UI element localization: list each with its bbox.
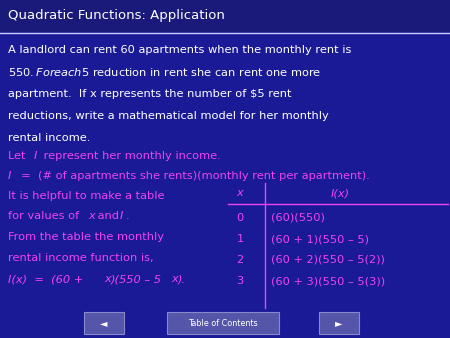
Text: It is helpful to make a table: It is helpful to make a table	[8, 191, 165, 201]
Text: I: I	[8, 171, 11, 181]
FancyBboxPatch shape	[84, 312, 124, 334]
Text: ◄: ◄	[100, 318, 108, 328]
Text: )(550 – 5: )(550 – 5	[111, 274, 162, 284]
Text: (60 + 2)(550 – 5(2)): (60 + 2)(550 – 5(2))	[271, 255, 385, 265]
Text: Quadratic Functions: Application: Quadratic Functions: Application	[8, 9, 225, 23]
Text: 2: 2	[236, 255, 243, 265]
FancyBboxPatch shape	[319, 312, 359, 334]
Text: (60)(550): (60)(550)	[271, 213, 325, 223]
FancyBboxPatch shape	[0, 0, 450, 32]
Text: x: x	[104, 274, 111, 284]
Text: for values of: for values of	[8, 211, 83, 221]
Text: rental income.: rental income.	[8, 133, 90, 143]
Text: From the table the monthly: From the table the monthly	[8, 232, 164, 242]
Text: .: .	[126, 211, 130, 221]
Text: I(x): I(x)	[330, 188, 350, 198]
FancyBboxPatch shape	[167, 312, 279, 334]
Text: ►: ►	[335, 318, 343, 328]
Text: Let: Let	[8, 151, 29, 161]
Text: =  (# of apartments she rents)(monthly rent per apartment).: = (# of apartments she rents)(monthly re…	[14, 171, 370, 181]
Text: I(x)  =  (60 +: I(x) = (60 +	[8, 274, 87, 284]
Text: I: I	[120, 211, 123, 221]
Text: x: x	[237, 188, 243, 198]
Text: 3: 3	[236, 276, 243, 286]
Text: apartment.  If x represents the number of $5 rent: apartment. If x represents the number of…	[8, 89, 292, 99]
Text: 0: 0	[236, 213, 243, 223]
Text: rental income function is,: rental income function is,	[8, 253, 153, 263]
Text: Table of Contents: Table of Contents	[188, 318, 258, 328]
Text: ).: ).	[178, 274, 186, 284]
Text: I: I	[34, 151, 37, 161]
Text: (60 + 1)(550 – 5): (60 + 1)(550 – 5)	[271, 234, 369, 244]
Text: x: x	[88, 211, 95, 221]
Text: and: and	[94, 211, 122, 221]
Text: reductions, write a mathematical model for her monthly: reductions, write a mathematical model f…	[8, 111, 329, 121]
Text: x: x	[171, 274, 178, 284]
Text: $550.  For each $5 reduction in rent she can rent one more: $550. For each $5 reduction in rent she …	[8, 66, 321, 78]
Text: A landlord can rent 60 apartments when the monthly rent is: A landlord can rent 60 apartments when t…	[8, 45, 351, 55]
Text: 1: 1	[236, 234, 243, 244]
Text: represent her monthly income.: represent her monthly income.	[40, 151, 221, 161]
Text: (60 + 3)(550 – 5(3)): (60 + 3)(550 – 5(3))	[271, 276, 385, 286]
